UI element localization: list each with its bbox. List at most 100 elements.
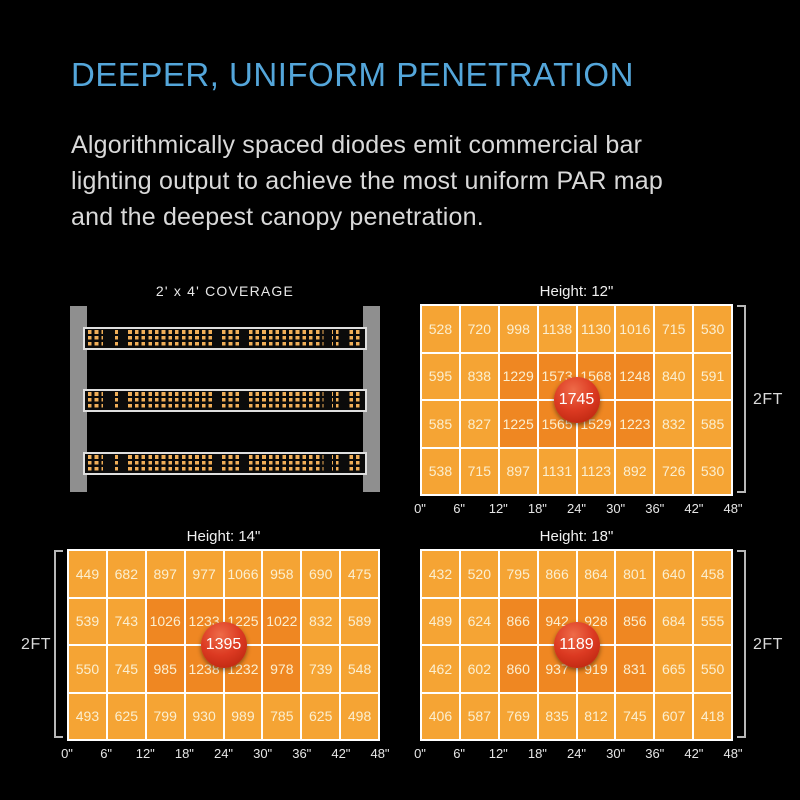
- par-cell: 538: [422, 448, 459, 494]
- description-line: lighting output to achieve the most unif…: [71, 167, 663, 195]
- par-cell: 897: [146, 551, 184, 597]
- par-cell: 1223: [616, 401, 654, 447]
- par-grid: 449 682 897 977 1066 958 690 475 539 743 1026 1233 1…: [67, 549, 380, 741]
- x-axis-tick-label: 24": [566, 746, 587, 761]
- par-cell: 1123: [577, 448, 615, 494]
- par-cell: 550: [694, 646, 731, 692]
- depth-label: 2FT: [753, 636, 783, 653]
- par-cell: 548: [341, 646, 378, 692]
- par-cell: 1248: [616, 353, 654, 399]
- x-axis-tick-label: 6": [453, 501, 466, 516]
- par-cell: 607: [655, 693, 693, 739]
- par-cell: 1225: [499, 401, 537, 447]
- par-cell: 897: [499, 448, 537, 494]
- peak-value-marker: 1395: [200, 622, 247, 668]
- par-cell: 406: [422, 693, 459, 739]
- par-map-height-12: Height: 12" 528 720 998 1138 1130 1016 715 530 5…: [414, 283, 782, 517]
- par-map-title: Height: 18": [539, 528, 614, 545]
- peak-value-marker: 1745: [553, 377, 600, 423]
- par-map-title: Height: 12": [539, 283, 614, 300]
- par-cell: 892: [616, 448, 654, 494]
- par-cell: 520: [460, 551, 498, 597]
- par-cell: 958: [263, 551, 301, 597]
- par-map-height-14: Height: 14" 449 682 897 977 1066 958 690 475 539…: [21, 528, 389, 762]
- par-cell: 684: [655, 598, 693, 644]
- par-cell: 977: [185, 551, 223, 597]
- x-axis-tick-label: 30": [253, 746, 273, 761]
- x-axis-tick-label: 48": [723, 746, 743, 761]
- depth-label: 2FT: [21, 636, 51, 653]
- par-cell: 1016: [616, 306, 654, 352]
- par-cell: 840: [655, 353, 693, 399]
- x-axis-tick-label: 12": [488, 746, 508, 761]
- mounting-rail-left: [70, 306, 87, 492]
- par-cell: 690: [302, 551, 340, 597]
- par-cell: 715: [460, 448, 498, 494]
- description-line: and the deepest canopy penetration.: [71, 203, 484, 231]
- led-bar: [83, 327, 367, 350]
- par-cell: 720: [460, 306, 498, 352]
- x-axis-tick-label: 42": [684, 746, 704, 761]
- par-cell: 715: [655, 306, 693, 352]
- par-cell: 458: [694, 551, 731, 597]
- led-bar: [83, 389, 367, 412]
- par-cell: 475: [341, 551, 378, 597]
- par-cell: 555: [694, 598, 731, 644]
- par-cell: 985: [146, 646, 184, 692]
- par-cell: 726: [655, 448, 693, 494]
- par-cell: 1130: [577, 306, 615, 352]
- par-cell: 743: [107, 598, 145, 644]
- x-axis-tick-label: 42": [331, 746, 351, 761]
- par-map-height-18: Height: 18" 432 520 795 866 864 801 640 458 489 6…: [414, 528, 782, 762]
- par-cell: 739: [302, 646, 340, 692]
- light-fixture-diagram: [70, 306, 380, 492]
- led-bar: [83, 452, 367, 475]
- par-cell: 602: [460, 646, 498, 692]
- x-axis: 0" 6" 12" 18" 24" 30" 36" 42" 48": [414, 746, 742, 762]
- par-cell: 1026: [146, 598, 184, 644]
- x-axis-tick-label: 30": [606, 501, 626, 516]
- par-cell: 530: [694, 306, 731, 352]
- par-cell: 550: [69, 646, 106, 692]
- par-cell: 595: [422, 353, 459, 399]
- par-cell: 640: [655, 551, 693, 597]
- par-cell: 989: [224, 693, 262, 739]
- par-cell: 1022: [263, 598, 301, 644]
- x-axis-tick-label: 12": [135, 746, 155, 761]
- par-cell: 866: [538, 551, 576, 597]
- par-cell: 832: [302, 598, 340, 644]
- par-cell: 591: [694, 353, 731, 399]
- par-cell: 418: [694, 693, 731, 739]
- par-cell: 462: [422, 646, 459, 692]
- par-cell: 489: [422, 598, 459, 644]
- par-map-title: Height: 14": [186, 528, 261, 545]
- x-axis-tick-label: 30": [606, 746, 626, 761]
- par-cell: 1131: [538, 448, 576, 494]
- x-axis: 0" 6" 12" 18" 24" 30" 36" 42" 48": [61, 746, 389, 762]
- par-cell: 978: [263, 646, 301, 692]
- x-axis-tick-label: 36": [292, 746, 312, 761]
- x-axis-tick-label: 42": [684, 501, 704, 516]
- par-cell: 998: [499, 306, 537, 352]
- par-cell: 587: [460, 693, 498, 739]
- par-cell: 866: [499, 598, 537, 644]
- x-axis-tick-label: 24": [213, 746, 234, 761]
- par-cell: 432: [422, 551, 459, 597]
- height-bracket: [737, 550, 746, 738]
- par-cell: 493: [69, 693, 106, 739]
- height-bracket: [737, 305, 746, 493]
- par-cell: 831: [616, 646, 654, 692]
- par-cell: 795: [499, 551, 537, 597]
- x-axis-tick-label: 6": [453, 746, 466, 761]
- par-cell: 769: [499, 693, 537, 739]
- par-cell: 624: [460, 598, 498, 644]
- par-cell: 625: [107, 693, 145, 739]
- x-axis-tick-label: 12": [488, 501, 508, 516]
- mounting-rail-right: [363, 306, 380, 492]
- par-cell: 1229: [499, 353, 537, 399]
- par-cell: 589: [341, 598, 378, 644]
- x-axis-tick-label: 18": [174, 746, 194, 761]
- par-cell: 585: [694, 401, 731, 447]
- par-cell: 625: [302, 693, 340, 739]
